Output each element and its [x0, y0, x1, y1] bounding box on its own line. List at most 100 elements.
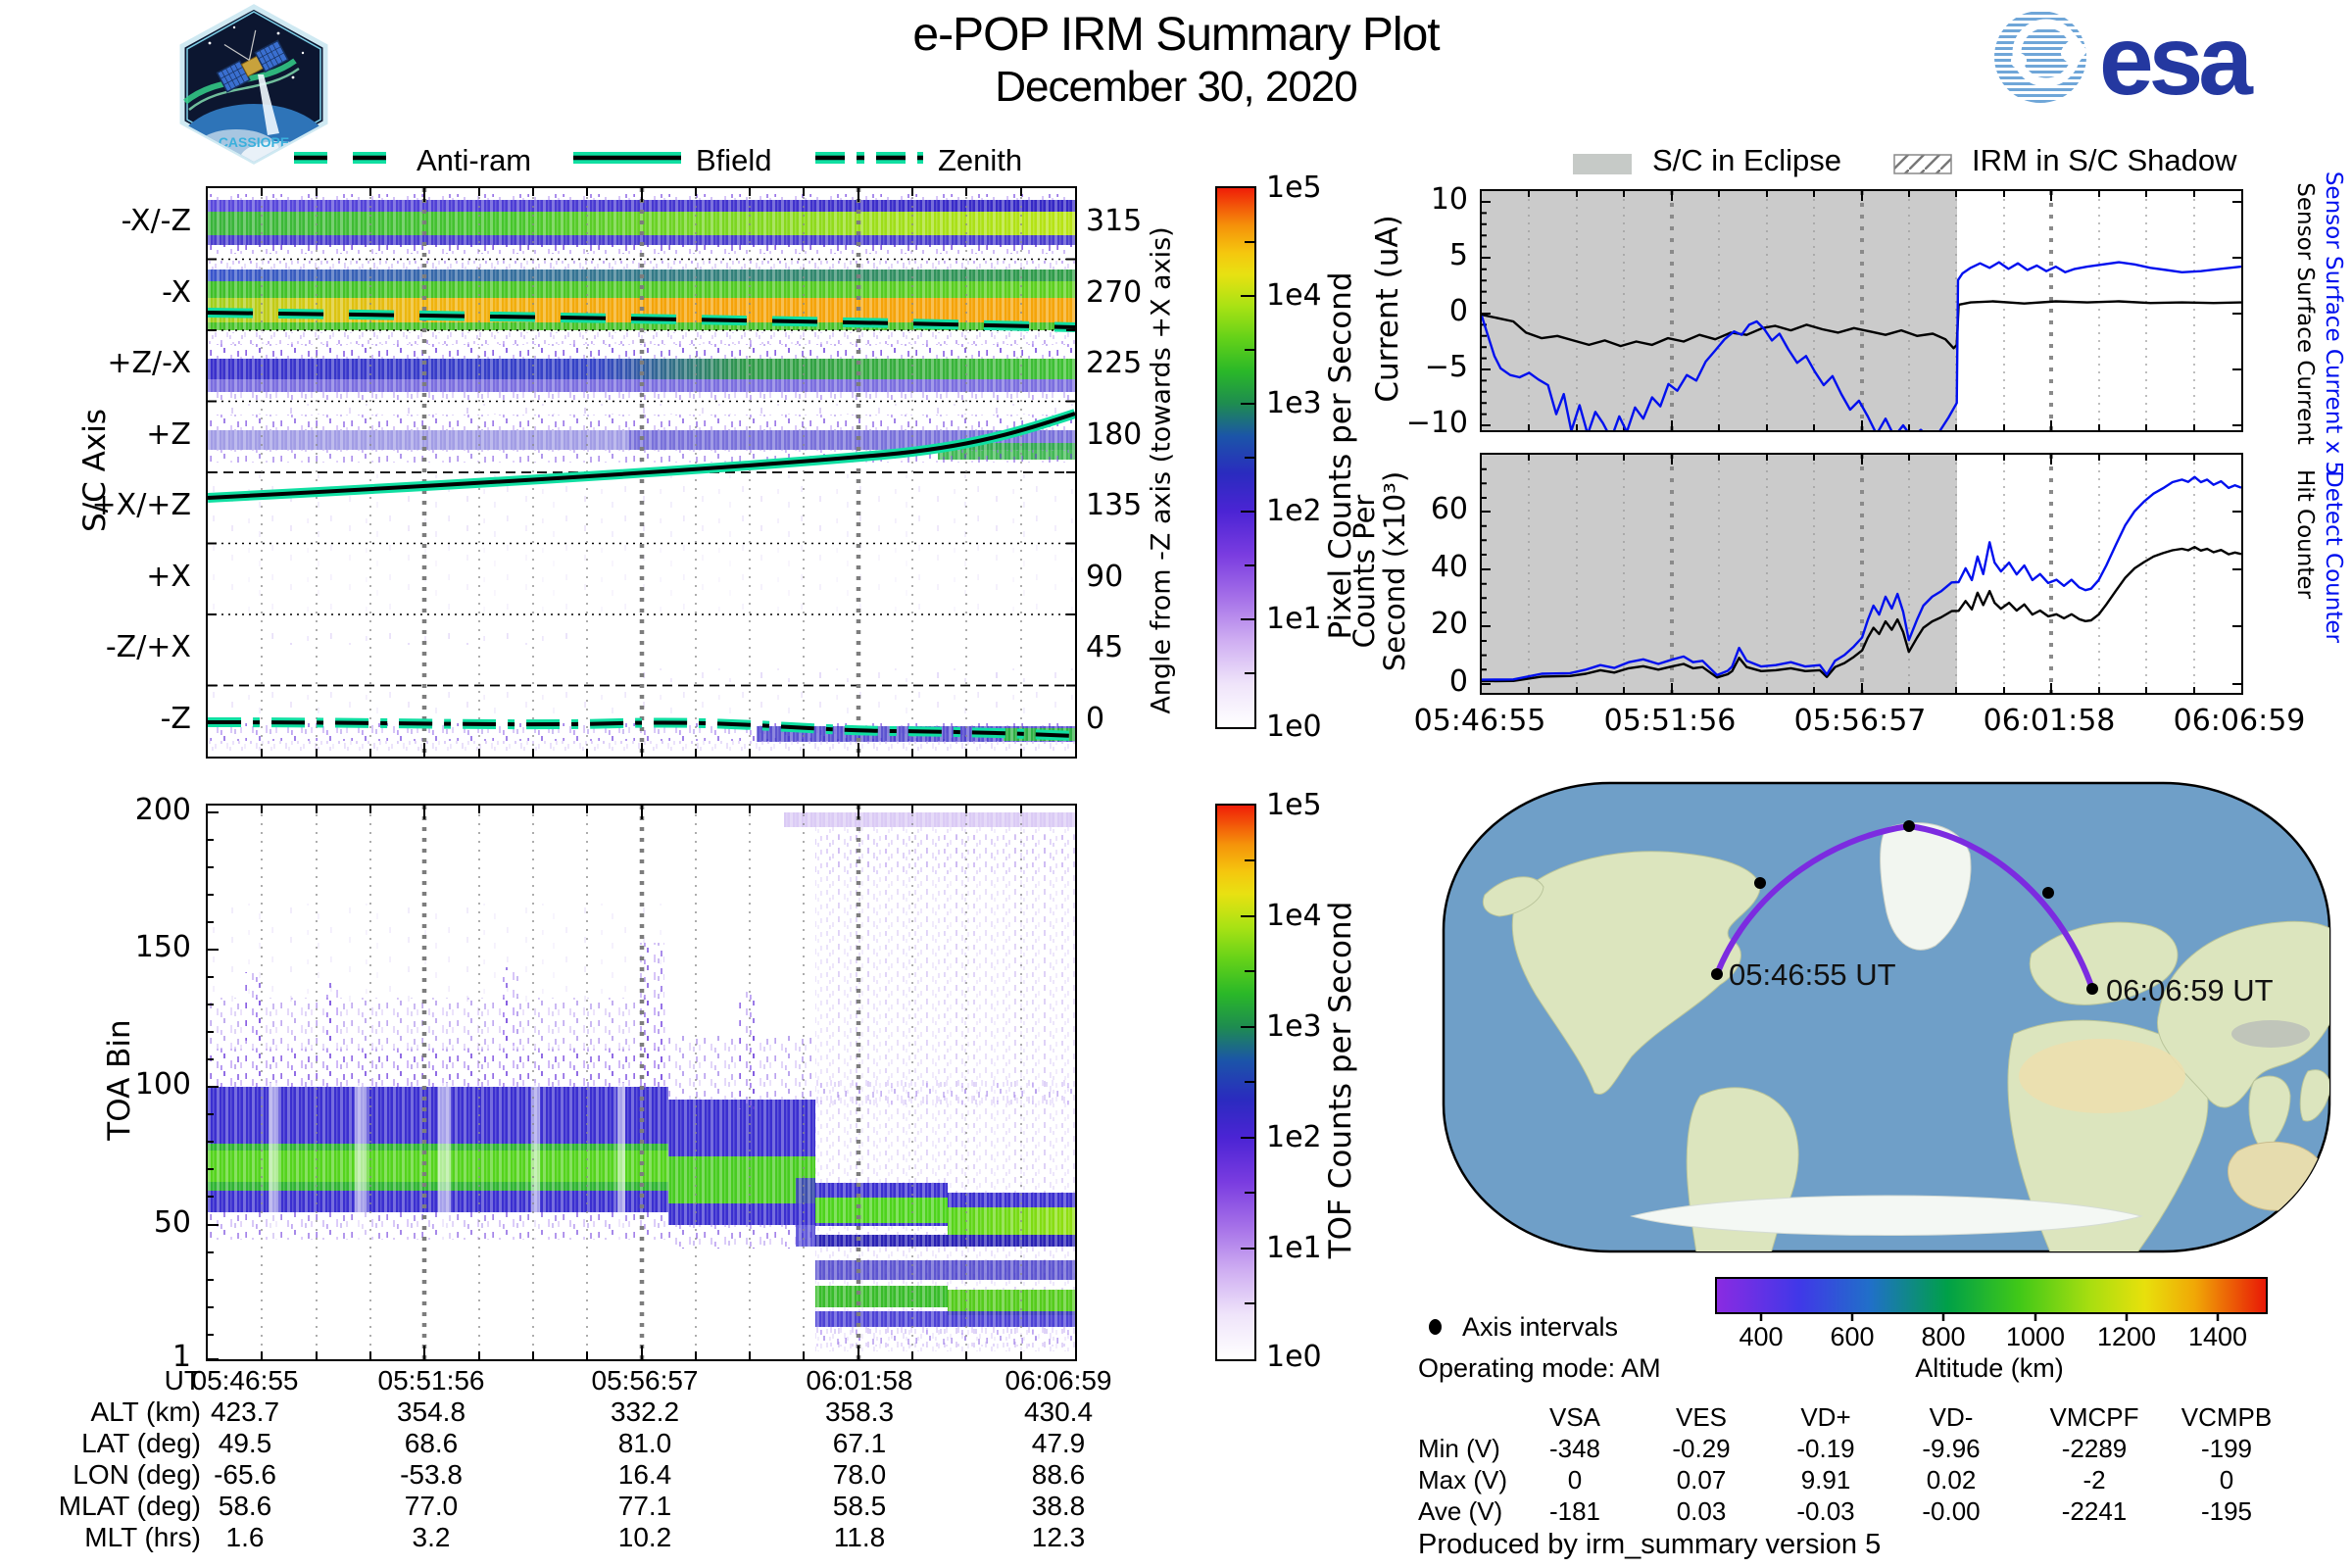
europe: [2029, 921, 2179, 1005]
zenith-legend-label: Zenith: [938, 143, 1023, 177]
vt-row-label: Ave (V): [1418, 1496, 1503, 1526]
zenith-legend-line: [815, 152, 923, 164]
cbar1-tick: 1e5: [1266, 171, 1322, 205]
cbar2-label: TOF Counts per Second: [1323, 901, 1358, 1259]
time-xtick: 05:51:56: [1603, 704, 1737, 738]
southeast-asia: [2299, 1069, 2329, 1122]
time-xtick: 05:46:55: [1413, 704, 1546, 738]
vt-value: -0.03: [1796, 1496, 1855, 1526]
esa-logo: esa: [1992, 6, 2259, 112]
angle-tick: 225: [1086, 346, 1143, 380]
axis-intervals-label: Axis intervals: [1462, 1312, 1619, 1342]
eph-row-label: UT: [164, 1365, 201, 1396]
vt-value: 0: [1567, 1465, 1583, 1494]
hit-counter-label: Hit Counter: [2292, 469, 2318, 599]
eph-value: 332.2: [610, 1396, 680, 1427]
alt-tick: 400: [1739, 1322, 1784, 1351]
cbar1-tick: 1e1: [1266, 602, 1322, 636]
vt-value: 0.03: [1676, 1496, 1727, 1526]
satellite-icon: [216, 29, 289, 93]
toa-ytick: 150: [134, 930, 191, 964]
sc-axis-ytick: -Z/+X: [105, 630, 191, 664]
cassiope-caption: CASSIOPE: [219, 134, 289, 150]
cbar2-tick: 1e2: [1266, 1120, 1322, 1154]
vt-value: -348: [1548, 1434, 1601, 1463]
axis-interval-dot-icon: [1429, 1319, 1442, 1335]
eph-value: 05:56:57: [591, 1365, 699, 1396]
eclipse-legend-label: S/C in Eclipse: [1652, 143, 1841, 177]
cbar2-tick: 1e1: [1266, 1231, 1322, 1265]
vt-value: -181: [1548, 1496, 1601, 1526]
vt-header: VD+: [1800, 1402, 1851, 1432]
zenith-line: [208, 717, 1075, 741]
eph-value: 38.8: [1031, 1491, 1086, 1521]
sc-axis-ytick: +X/+Z: [91, 488, 191, 522]
eph-value: 67.1: [832, 1428, 887, 1458]
north-america: [1511, 851, 1761, 1095]
toa-ytick: 1: [172, 1340, 191, 1374]
angle-tick: 315: [1086, 204, 1143, 238]
anti-ram-legend-line: [294, 152, 402, 164]
eph-value: 16.4: [617, 1459, 672, 1490]
current-ytick: −10: [1405, 406, 1468, 440]
bfield-legend-label: Bfield: [696, 143, 772, 177]
counts-ytick: 40: [1430, 550, 1468, 584]
eph-value: 05:46:55: [191, 1365, 299, 1396]
bfield-legend-line: [573, 152, 681, 164]
toa-spectrogram: [206, 804, 1077, 1361]
vt-value: -0.19: [1796, 1434, 1855, 1463]
eph-value: -53.8: [400, 1459, 463, 1490]
eph-value: 47.9: [1031, 1428, 1086, 1458]
esa-wordmark: esa: [2099, 6, 2254, 112]
vt-value: -2: [2082, 1465, 2106, 1494]
cbar2-tick: 1e3: [1266, 1009, 1322, 1044]
eph-value: 06:01:58: [806, 1365, 913, 1396]
bfield-line: [208, 409, 1075, 503]
counts-ytick: 20: [1430, 607, 1468, 641]
eph-value: 430.4: [1023, 1396, 1094, 1427]
sc-axis-ytick: -X/-Z: [121, 204, 191, 238]
counts-plot: [1480, 453, 2243, 695]
eph-value: 12.3: [1031, 1522, 1086, 1552]
vt-value: -0.29: [1672, 1434, 1731, 1463]
page-subtitle-date: December 30, 2020: [995, 63, 1357, 111]
altitude-colorbar: [1715, 1277, 2268, 1314]
sensor-current-x5-label: Sensor Surface Current x 5: [2321, 171, 2346, 476]
page-title: e-POP IRM Summary Plot: [912, 9, 1440, 61]
sc-axis-ytick: +X: [146, 560, 191, 594]
eph-value: 78.0: [832, 1459, 887, 1490]
alt-tick: 1400: [2187, 1322, 2248, 1351]
sc-axis-ytick: +Z/-X: [107, 346, 191, 380]
counts-ytick: 60: [1430, 492, 1468, 526]
track-start-label: 05:46:55 UT: [1729, 957, 1896, 992]
current-ytick: 5: [1448, 238, 1468, 272]
time-xtick: 05:56:57: [1793, 704, 1927, 738]
vt-value: 9.91: [1800, 1465, 1851, 1494]
vt-header: VCMPB: [2180, 1402, 2273, 1432]
current-plot: [1480, 189, 2243, 432]
eph-row-label: ALT (km): [90, 1396, 201, 1427]
angle-axis-label: Angle from -Z axis (towards +X axis): [1146, 226, 1177, 714]
alt-tick: 600: [1830, 1322, 1875, 1351]
vt-value: -199: [2200, 1434, 2253, 1463]
alt-tick: 800: [1921, 1322, 1966, 1351]
operating-mode: Operating mode: AM: [1418, 1353, 1661, 1383]
eph-value: 77.1: [617, 1491, 672, 1521]
eph-value: 49.5: [218, 1428, 272, 1458]
eph-value: 11.8: [833, 1522, 886, 1552]
vt-row-label: Min (V): [1418, 1434, 1500, 1463]
alt-tick: 1200: [2096, 1322, 2157, 1351]
vt-value: -195: [2200, 1496, 2253, 1526]
eph-row-label: MLAT (deg): [58, 1491, 201, 1521]
angle-tick: 45: [1086, 630, 1124, 664]
cbar1-tick: 1e4: [1266, 278, 1322, 313]
eclipse-region: [1482, 191, 1957, 430]
eph-value: 423.7: [210, 1396, 280, 1427]
eph-value: 88.6: [1031, 1459, 1086, 1490]
tof-counts-colorbar: [1215, 804, 1256, 1361]
angle-tick: 180: [1086, 417, 1143, 452]
vt-header: VMCPF: [2049, 1402, 2139, 1432]
pixel-counts-colorbar: [1215, 186, 1256, 729]
eph-row-label: MLT (hrs): [84, 1522, 201, 1552]
